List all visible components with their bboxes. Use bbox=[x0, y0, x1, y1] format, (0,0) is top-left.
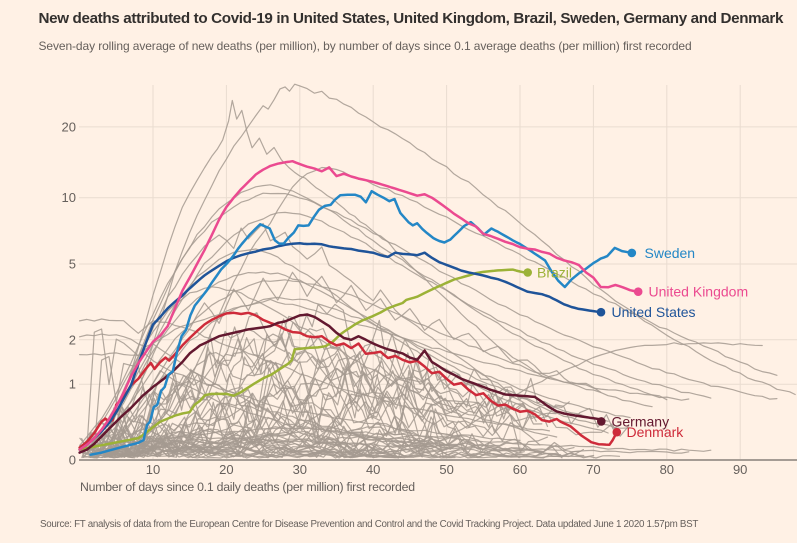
svg-text:Seven-day rolling average of n: Seven-day rolling average of new deaths … bbox=[39, 39, 692, 53]
svg-text:1: 1 bbox=[69, 377, 76, 392]
svg-text:Germany: Germany bbox=[612, 413, 670, 429]
svg-text:20: 20 bbox=[62, 119, 76, 134]
svg-text:United Kingdom: United Kingdom bbox=[649, 284, 749, 300]
svg-text:Source: FT analysis of data fr: Source: FT analysis of data from the Eur… bbox=[40, 519, 698, 530]
svg-text:30: 30 bbox=[293, 462, 307, 477]
svg-text:Denmark: Denmark bbox=[627, 424, 685, 440]
svg-text:10: 10 bbox=[146, 462, 160, 477]
svg-text:70: 70 bbox=[586, 462, 600, 477]
svg-text:Brazil: Brazil bbox=[537, 265, 572, 281]
svg-text:5: 5 bbox=[69, 257, 76, 272]
svg-text:2: 2 bbox=[69, 332, 76, 347]
svg-text:20: 20 bbox=[219, 462, 233, 477]
svg-text:40: 40 bbox=[366, 462, 380, 477]
svg-text:Number of days since 0.1 daily: Number of days since 0.1 daily deaths (p… bbox=[80, 480, 415, 494]
svg-text:60: 60 bbox=[513, 462, 527, 477]
svg-text:90: 90 bbox=[733, 462, 747, 477]
svg-text:Sweden: Sweden bbox=[645, 245, 696, 261]
svg-text:0: 0 bbox=[69, 453, 76, 468]
svg-text:80: 80 bbox=[660, 462, 674, 477]
svg-text:New deaths attributed to Covid: New deaths attributed to Covid-19 in Uni… bbox=[39, 10, 784, 27]
svg-text:United States: United States bbox=[612, 304, 696, 320]
svg-text:50: 50 bbox=[439, 462, 453, 477]
svg-text:10: 10 bbox=[62, 190, 76, 205]
